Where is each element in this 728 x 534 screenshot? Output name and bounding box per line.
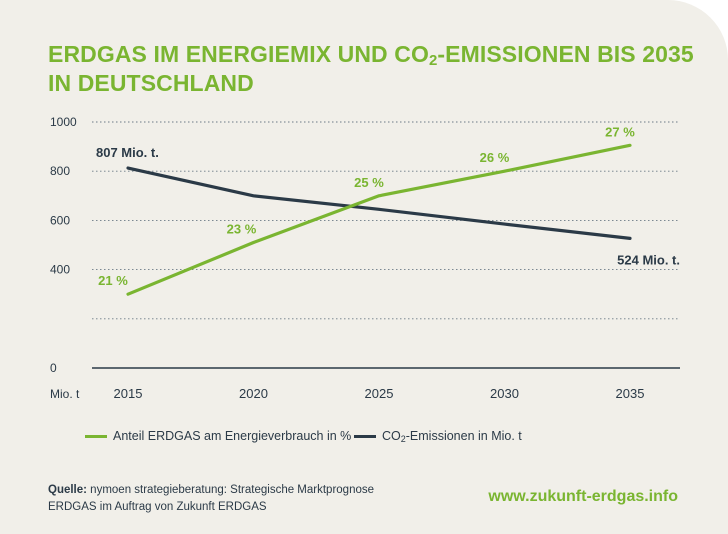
y-tick-label: 800 [50, 164, 70, 178]
legend-label-gas-share: Anteil ERDGAS am Energieverbrauch in % [113, 429, 352, 443]
legend-co2-suffix: -Emissionen in Mio. t [405, 429, 522, 443]
legend-item-co2: CO2-Emissionen in Mio. t [354, 429, 522, 444]
data-label-gas-share: 23 % [227, 222, 257, 237]
y-tick-label: 1000 [50, 115, 77, 129]
legend: Anteil ERDGAS am Energieverbrauch in % C… [0, 429, 728, 449]
title-subscript: 2 [428, 52, 438, 69]
website-link[interactable]: www.zukunft-erdgas.info [488, 488, 678, 505]
source-line1: nymoen strategieberatung: Strategische M… [86, 484, 375, 496]
title-line1-end: -EMISSIONEN BIS 2035 [437, 41, 694, 67]
title-line1-start: ERDGAS IM ENERGIEMIX UND CO [48, 41, 429, 67]
chart-title: ERDGAS IM ENERGIEMIX UND CO2-EMISSIONEN … [48, 40, 708, 98]
legend-co2-subscript: 2 [400, 434, 406, 444]
y-tick-label: 400 [50, 263, 70, 277]
data-label-co2: 524 Mio. t. [617, 252, 680, 267]
legend-label-co2: CO2-Emissionen in Mio. t [382, 429, 522, 444]
x-tick-label: 2020 [239, 386, 268, 401]
x-tick-label: 2025 [365, 386, 394, 401]
data-label-co2: 807 Mio. t. [96, 145, 159, 160]
legend-swatch-green [85, 434, 107, 438]
series-line-gas-share [126, 143, 632, 296]
data-label-gas-share: 25 % [354, 175, 384, 190]
y-tick-label: 600 [50, 213, 70, 227]
source-note: Quelle: nymoen strategieberatung: Strate… [48, 482, 374, 516]
x-tick-label: 2035 [616, 386, 645, 401]
x-axis-unit-label: Mio. t [50, 387, 80, 401]
source-line2: ERDGAS im Auftrag von Zukunft ERDGAS [48, 501, 267, 513]
x-tick-label: 2015 [114, 386, 143, 401]
legend-co2-prefix: CO [382, 429, 401, 443]
y-tick-label: 0 [50, 361, 57, 375]
data-label-gas-share: 21 % [98, 273, 128, 288]
data-label-gas-share: 27 % [605, 124, 635, 139]
source-label: Quelle: [48, 484, 87, 496]
x-tick-label: 2030 [490, 386, 519, 401]
series-line-co2 [126, 166, 632, 240]
legend-swatch-navy [354, 434, 376, 438]
data-label-gas-share: 26 % [480, 150, 510, 165]
title-line2: IN DEUTSCHLAND [48, 70, 254, 96]
legend-item-gas-share: Anteil ERDGAS am Energieverbrauch in % [85, 429, 351, 443]
